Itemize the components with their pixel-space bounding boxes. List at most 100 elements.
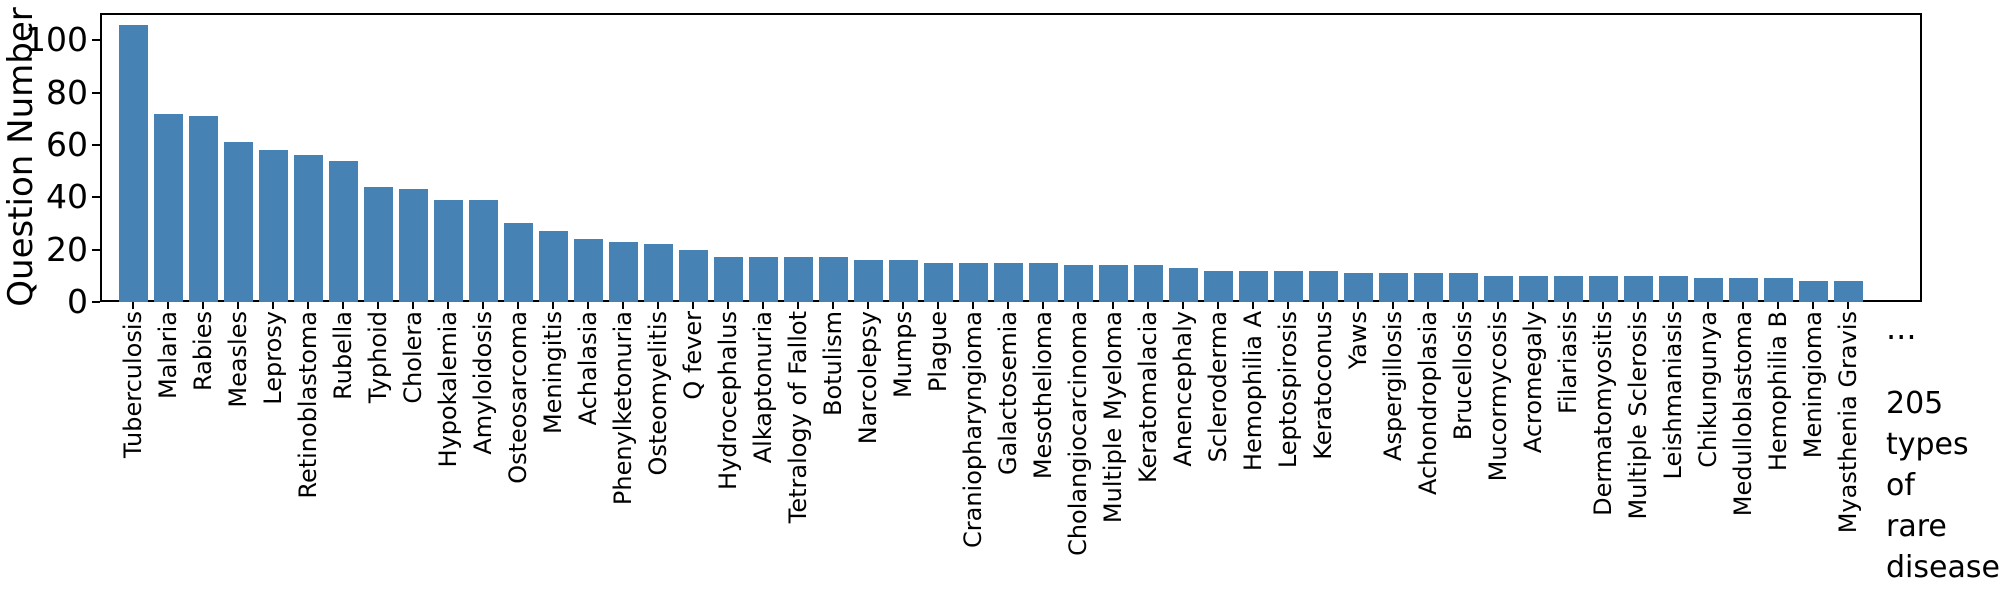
x-tick-mark: [727, 302, 729, 309]
bar: [1028, 262, 1058, 302]
bar: [1658, 275, 1688, 302]
bar: [223, 142, 253, 302]
bar: [363, 186, 393, 302]
x-tick-mark: [1532, 302, 1534, 309]
rare-disease-count-note: 205 types of rare disease: [1886, 383, 2000, 588]
bar: [573, 239, 603, 302]
x-tick-mark: [1357, 302, 1359, 309]
x-tick-label: Medulloblastoma: [1729, 311, 1757, 517]
bar: [853, 260, 883, 302]
x-tick-mark: [517, 302, 519, 309]
x-tick-label: Myasthenia Gravis: [1834, 311, 1862, 534]
x-tick-label: Chikungunya: [1694, 311, 1722, 468]
x-tick-label: Osteomyelitis: [644, 311, 672, 476]
bar: [1308, 270, 1338, 302]
note-line: types of: [1886, 427, 1969, 503]
bar: [258, 150, 288, 302]
x-tick-label: Galactosemia: [994, 311, 1022, 475]
x-tick-label: Hemophilia B: [1764, 311, 1792, 472]
x-tick-label: Meningioma: [1799, 311, 1827, 459]
x-tick-mark: [1742, 302, 1744, 309]
x-tick-label: Botulism: [819, 311, 847, 416]
x-tick-label: Anencephaly: [1169, 311, 1197, 467]
x-tick-mark: [447, 302, 449, 309]
x-tick-mark: [237, 302, 239, 309]
bar: [538, 231, 568, 302]
bar: [748, 257, 778, 302]
x-tick-mark: [1147, 302, 1149, 309]
x-tick-label: Achalasia: [574, 311, 602, 426]
x-tick-label: Osteosarcoma: [504, 311, 532, 484]
x-tick-label: Hypokalemia: [434, 311, 462, 468]
x-tick-label: Achondroplasia: [1414, 311, 1442, 496]
x-tick-mark: [972, 302, 974, 309]
bar: [1448, 273, 1478, 302]
bar: [398, 189, 428, 302]
bar: [1693, 278, 1723, 302]
x-tick-mark: [132, 302, 134, 309]
x-tick-label: Tuberculosis: [119, 311, 147, 458]
bar: [1483, 275, 1513, 302]
x-tick-label: Aspergillosis: [1379, 311, 1407, 461]
y-tick-mark: [92, 196, 100, 199]
x-tick-mark: [1392, 302, 1394, 309]
x-tick-mark: [482, 302, 484, 309]
x-tick-mark: [587, 302, 589, 309]
x-tick-mark: [307, 302, 309, 309]
x-tick-label: Yaws: [1344, 311, 1372, 370]
x-tick-mark: [1462, 302, 1464, 309]
bar: [1798, 281, 1828, 302]
x-tick-mark: [1217, 302, 1219, 309]
bar: [713, 257, 743, 302]
x-tick-label: Filariasis: [1554, 311, 1582, 415]
bar: [293, 155, 323, 302]
y-tick-label: 80: [46, 72, 88, 112]
x-tick-label: Meningitis: [539, 311, 567, 435]
bar: [993, 262, 1023, 302]
bar: [923, 262, 953, 302]
y-tick-mark: [92, 91, 100, 94]
y-tick-mark: [92, 39, 100, 42]
x-tick-mark: [832, 302, 834, 309]
bar: [503, 223, 533, 302]
bar: [1343, 273, 1373, 302]
bar: [1378, 273, 1408, 302]
x-tick-mark: [1182, 302, 1184, 309]
x-tick-label: Rubella: [329, 311, 357, 400]
x-tick-mark: [797, 302, 799, 309]
bar: [1238, 270, 1268, 302]
x-tick-mark: [1497, 302, 1499, 309]
x-tick-label: Alkaptonuria: [749, 311, 777, 464]
x-tick-mark: [1322, 302, 1324, 309]
bar: [958, 262, 988, 302]
bar: [643, 244, 673, 302]
x-tick-mark: [1007, 302, 1009, 309]
bar: [468, 199, 498, 302]
bar: [153, 113, 183, 302]
x-tick-mark: [1287, 302, 1289, 309]
x-tick-label: Multiple Sclerosis: [1624, 311, 1652, 520]
x-tick-label: Keratoconus: [1309, 311, 1337, 460]
bar: [1098, 265, 1128, 302]
bar: [1413, 273, 1443, 302]
x-tick-mark: [692, 302, 694, 309]
x-tick-label: Amyloidosis: [469, 311, 497, 455]
bar: [818, 257, 848, 302]
x-tick-mark: [937, 302, 939, 309]
bar: [888, 260, 918, 302]
y-tick-label: 20: [46, 229, 88, 269]
y-tick-label: 40: [46, 177, 88, 217]
x-tick-label: Multiple Myeloma: [1099, 311, 1127, 524]
bar: [1203, 270, 1233, 302]
x-tick-mark: [1602, 302, 1604, 309]
x-tick-label: Leprosy: [259, 311, 287, 405]
x-tick-label: Leishmaniasis: [1659, 311, 1687, 480]
x-tick-label: Plague: [924, 311, 952, 393]
x-tick-mark: [657, 302, 659, 309]
y-tick-mark: [92, 248, 100, 251]
x-tick-mark: [1672, 302, 1674, 309]
x-tick-label: Acromegaly: [1519, 311, 1547, 454]
x-tick-label: Phenylketonuria: [609, 311, 637, 506]
x-tick-label: Q fever: [679, 311, 707, 400]
x-tick-mark: [412, 302, 414, 309]
